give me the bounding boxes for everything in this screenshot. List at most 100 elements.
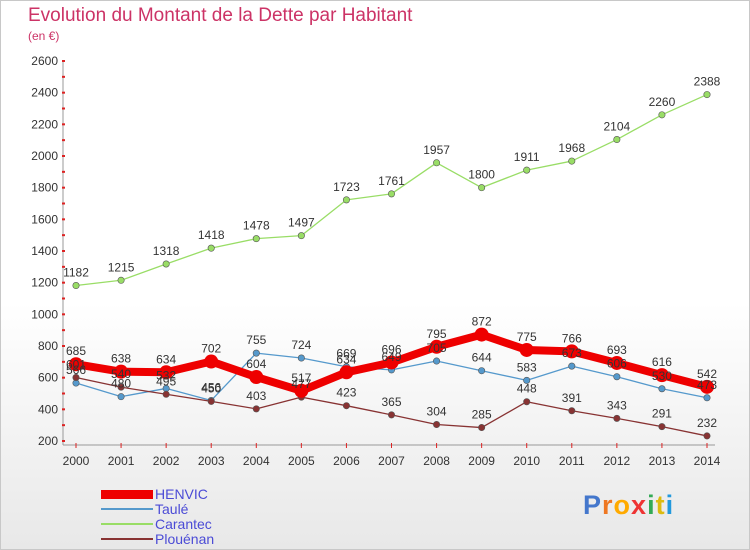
data-label: 1911 <box>514 150 540 164</box>
data-point <box>384 355 399 370</box>
data-point <box>433 421 441 429</box>
chart-axes: 200 400 600 800 1000 1200 1400 1600 1800 2000 2200… <box>31 54 720 468</box>
data-label: 634 <box>336 352 356 366</box>
data-label: 766 <box>562 331 582 345</box>
y-minor-tick <box>62 392 65 395</box>
x-tick-label: 2003 <box>198 454 225 468</box>
logo-letter: i <box>647 490 656 520</box>
legend-label: Plouénan <box>155 531 215 547</box>
data-label: 616 <box>652 355 672 369</box>
data-point <box>478 184 486 192</box>
data-point <box>523 166 531 174</box>
data-point <box>342 402 350 410</box>
data-label: 696 <box>381 342 401 356</box>
data-label: 477 <box>291 377 311 391</box>
y-minor-tick <box>62 107 65 110</box>
y-minor-tick <box>62 155 65 157</box>
data-label: 2260 <box>649 95 676 109</box>
y-tick-label: 1400 <box>31 244 58 258</box>
data-point <box>117 393 125 401</box>
y-minor-tick <box>62 424 65 427</box>
data-label: 1318 <box>153 244 180 258</box>
legend-item: Taulé <box>101 501 321 517</box>
data-label: 473 <box>697 378 717 392</box>
legend-label: Carantec <box>155 516 212 532</box>
data-point <box>162 390 170 398</box>
data-label: 530 <box>652 369 672 383</box>
y-minor-tick <box>62 250 65 252</box>
data-point <box>252 349 260 357</box>
logo-letter: o <box>613 490 632 520</box>
chart-subtitle: (en €) <box>28 29 60 43</box>
y-minor-tick <box>62 202 65 205</box>
data-label: 456 <box>201 380 221 394</box>
data-label: 423 <box>336 386 356 400</box>
data-label: 540 <box>111 367 131 381</box>
data-label: 775 <box>517 330 537 344</box>
y-tick-label: 1600 <box>31 212 58 226</box>
data-label: 1215 <box>108 260 135 274</box>
data-point <box>69 357 83 372</box>
data-point <box>159 365 174 380</box>
y-minor-tick <box>62 329 65 332</box>
data-point <box>658 111 666 119</box>
data-point <box>297 232 305 240</box>
data-point <box>658 385 666 393</box>
data-point <box>658 423 666 431</box>
data-label: 517 <box>291 371 311 385</box>
data-label: 649 <box>381 350 401 364</box>
y-minor-tick <box>62 123 65 126</box>
x-tick-label: 2001 <box>108 454 135 468</box>
data-label: 638 <box>111 352 131 366</box>
data-point <box>568 362 576 370</box>
data-point <box>478 424 486 432</box>
data-point <box>204 354 219 369</box>
data-point <box>297 354 305 362</box>
logo-letter: r <box>602 490 614 520</box>
series-labels: 1182 1215 1318 1418 1478 1497 1723 1761 1957 1800… <box>63 75 721 430</box>
x-tick-label: 2008 <box>423 454 450 468</box>
data-label: 532 <box>156 368 176 382</box>
y-minor-tick <box>62 186 65 189</box>
x-tick-label: 2013 <box>649 454 676 468</box>
legend-item: Carantec <box>101 516 321 532</box>
data-point <box>72 282 80 290</box>
data-label: 601 <box>66 358 86 372</box>
data-point <box>387 411 395 419</box>
data-label: 685 <box>66 344 86 358</box>
data-label: 285 <box>472 408 492 422</box>
data-label: 2104 <box>604 120 631 134</box>
data-point <box>564 344 579 359</box>
data-label: 673 <box>562 346 582 360</box>
data-point <box>613 414 621 422</box>
y-minor-tick <box>62 281 65 284</box>
y-minor-tick <box>62 60 65 62</box>
legend-swatch <box>101 538 153 540</box>
y-minor-tick <box>62 408 65 411</box>
data-point <box>568 407 576 415</box>
y-minor-tick <box>62 297 65 300</box>
y-minor-tick <box>62 376 65 379</box>
legend: HENVIC Taulé Carantec Plouénan <box>101 486 321 547</box>
data-label: 495 <box>156 374 176 388</box>
y-tick-label: 2600 <box>31 54 58 68</box>
data-label: 448 <box>517 382 537 396</box>
legend-item: HENVIC <box>101 486 321 502</box>
y-minor-tick <box>62 91 65 94</box>
x-tick-label: 2010 <box>513 454 540 468</box>
data-label: 1723 <box>333 180 360 194</box>
data-point <box>519 342 534 357</box>
data-point <box>339 365 354 380</box>
data-label: 724 <box>291 338 311 352</box>
y-tick-label: 600 <box>38 371 58 385</box>
data-label: 755 <box>246 333 266 347</box>
data-point <box>613 373 621 381</box>
data-point <box>478 367 486 375</box>
legend-label: HENVIC <box>155 486 208 502</box>
data-point <box>114 364 129 379</box>
legend-label: Taulé <box>155 501 189 517</box>
y-tick-label: 2400 <box>31 86 58 100</box>
data-label: 365 <box>381 395 401 409</box>
data-label: 2388 <box>694 75 721 89</box>
